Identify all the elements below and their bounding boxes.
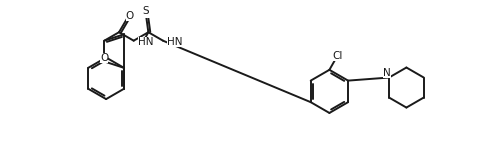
Text: O: O bbox=[126, 11, 134, 21]
Text: HN: HN bbox=[167, 37, 182, 47]
Text: O: O bbox=[100, 53, 108, 63]
Text: Cl: Cl bbox=[332, 51, 343, 61]
Text: S: S bbox=[142, 6, 150, 16]
Text: N: N bbox=[383, 68, 390, 78]
Text: HN: HN bbox=[138, 37, 153, 47]
